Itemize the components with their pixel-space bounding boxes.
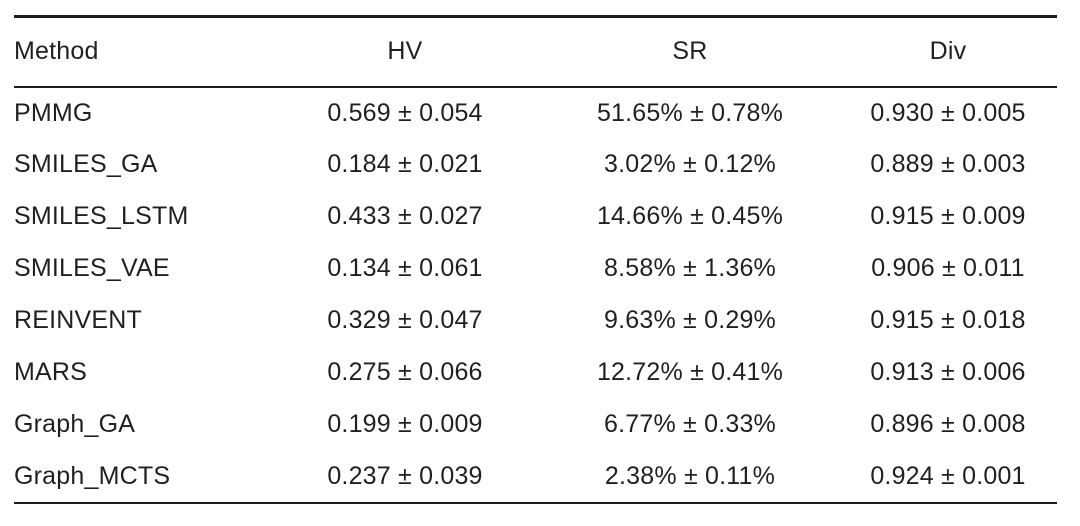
- method-cell: PMMG: [14, 98, 93, 127]
- table-row: MARS 0.275 ± 0.066 12.72% ± 0.41% 0.913 …: [14, 347, 1057, 399]
- div-cell: 0.915 ± 0.009: [870, 202, 1026, 230]
- table-row: REINVENT 0.329 ± 0.047 9.63% ± 0.29% 0.9…: [14, 295, 1057, 347]
- method-cell: SMILES_GA: [14, 150, 158, 178]
- table-row: Graph_GA 0.199 ± 0.009 6.77% ± 0.33% 0.8…: [14, 399, 1057, 451]
- sr-cell: 51.65% ± 0.78%: [596, 98, 784, 127]
- method-cell: SMILES_VAE: [14, 254, 170, 282]
- sr-cell: 9.63% ± 0.29%: [604, 306, 776, 334]
- div-cell: 0.913 ± 0.006: [870, 358, 1026, 386]
- hv-cell: 0.199 ± 0.009: [327, 410, 483, 438]
- column-header-div: Div: [929, 37, 967, 66]
- sr-cell: 6.77% ± 0.33%: [604, 410, 776, 438]
- table-row: SMILES_LSTM 0.433 ± 0.027 14.66% ± 0.45%…: [14, 191, 1057, 243]
- sr-cell: 8.58% ± 1.36%: [604, 254, 776, 282]
- hv-cell: 0.329 ± 0.047: [327, 306, 483, 334]
- hv-cell: 0.184 ± 0.021: [327, 150, 483, 178]
- hv-cell: 0.237 ± 0.039: [327, 461, 483, 490]
- div-cell: 0.930 ± 0.005: [870, 98, 1026, 127]
- hv-cell: 0.134 ± 0.061: [327, 254, 483, 282]
- table-row: PMMG 0.569 ± 0.054 51.65% ± 0.78% 0.930 …: [14, 87, 1057, 139]
- method-cell: REINVENT: [14, 306, 143, 334]
- sr-cell: 12.72% ± 0.41%: [596, 358, 784, 386]
- div-cell: 0.924 ± 0.001: [870, 461, 1026, 490]
- div-cell: 0.906 ± 0.011: [871, 254, 1025, 282]
- results-table: Method HV SR Div PMMG 0.569 ± 0.054 51.6…: [14, 15, 1057, 504]
- column-header-method: Method: [14, 37, 99, 66]
- table-row: SMILES_VAE 0.134 ± 0.061 8.58% ± 1.36% 0…: [14, 243, 1057, 295]
- sr-cell: 2.38% ± 0.11%: [604, 461, 776, 490]
- hv-cell: 0.569 ± 0.054: [327, 98, 483, 127]
- method-cell: Graph_MCTS: [14, 461, 171, 490]
- hv-cell: 0.275 ± 0.066: [327, 358, 483, 386]
- div-cell: 0.896 ± 0.008: [870, 410, 1026, 438]
- div-cell: 0.915 ± 0.018: [870, 306, 1026, 334]
- method-cell: MARS: [14, 358, 88, 386]
- div-cell: 0.889 ± 0.003: [870, 150, 1026, 178]
- sr-cell: 14.66% ± 0.45%: [596, 202, 784, 230]
- column-header-hv: HV: [387, 37, 423, 66]
- table-row: SMILES_GA 0.184 ± 0.021 3.02% ± 0.12% 0.…: [14, 139, 1057, 191]
- sr-cell: 3.02% ± 0.12%: [604, 150, 776, 178]
- column-header-sr: SR: [672, 37, 708, 66]
- method-cell: Graph_GA: [14, 410, 136, 438]
- method-cell: SMILES_LSTM: [14, 202, 189, 230]
- table-row: Graph_MCTS 0.237 ± 0.039 2.38% ± 0.11% 0…: [14, 451, 1057, 503]
- hv-cell: 0.433 ± 0.027: [327, 202, 483, 230]
- header-row: Method HV SR Div: [14, 16, 1057, 87]
- results-table-container: Method HV SR Div PMMG 0.569 ± 0.054 51.6…: [14, 15, 1057, 504]
